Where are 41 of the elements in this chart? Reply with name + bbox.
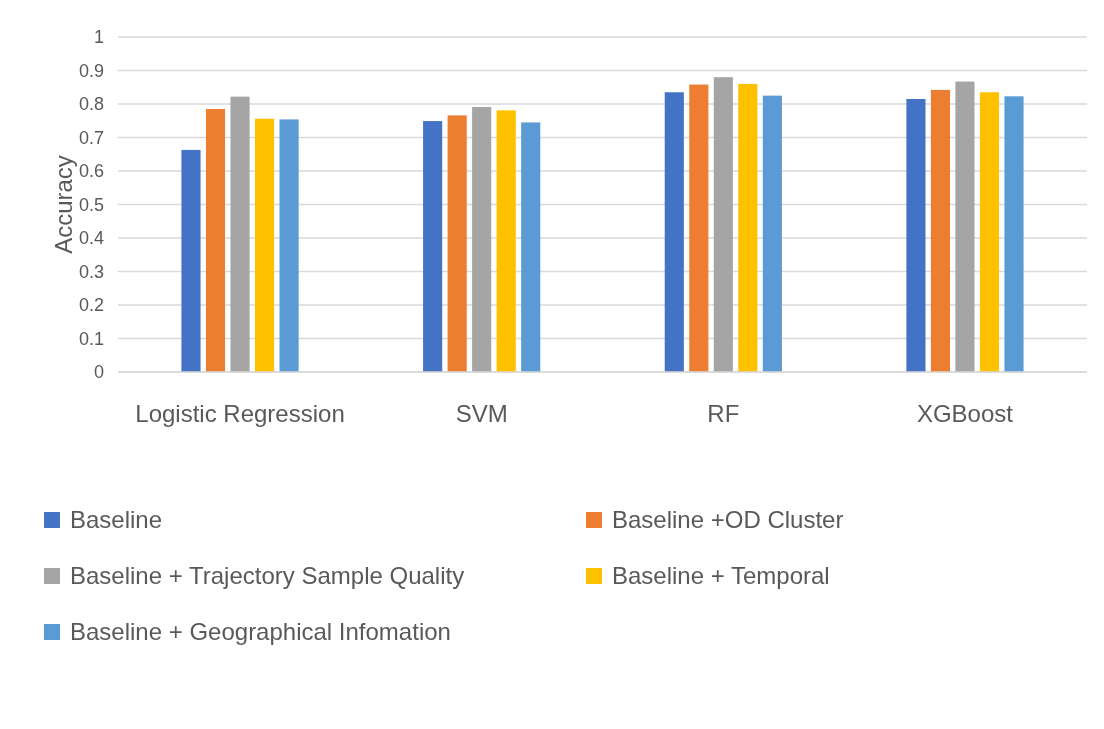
- legend-label: Baseline +OD Cluster: [612, 506, 844, 534]
- bar: [279, 119, 299, 372]
- bar: [664, 92, 684, 372]
- legend-label: Baseline + Geographical Infomation: [70, 618, 451, 646]
- bar: [955, 81, 975, 372]
- bar: [906, 98, 926, 372]
- bar: [930, 89, 951, 372]
- bar: [762, 95, 782, 372]
- y-tick-label: 1: [93, 27, 104, 48]
- y-tick-label: 0.5: [78, 194, 104, 215]
- bar: [689, 84, 709, 372]
- bar: [447, 115, 467, 372]
- x-tick-label: Logistic Regression: [135, 400, 345, 427]
- bar: [979, 92, 1000, 372]
- legend-label: Baseline: [70, 506, 163, 534]
- y-tick-label: 0.3: [78, 261, 104, 282]
- y-axis-title: Accuracy: [50, 155, 77, 254]
- x-tick-label: RF: [707, 400, 740, 427]
- bar: [181, 149, 201, 372]
- bar: [423, 121, 443, 372]
- y-tick-label: 0: [93, 362, 104, 383]
- legend-label: Baseline + Temporal: [612, 562, 830, 590]
- bar: [205, 109, 226, 372]
- bar: [713, 77, 733, 372]
- bar: [738, 83, 758, 372]
- y-tick-label: 0.6: [78, 161, 104, 182]
- y-tick-label: 0.2: [78, 295, 104, 316]
- bar: [496, 110, 516, 372]
- y-tick-label: 0.4: [78, 228, 104, 249]
- bar: [230, 96, 250, 372]
- x-tick-label: SVM: [455, 400, 508, 427]
- x-tick-label: XGBoost: [916, 400, 1014, 427]
- y-tick-label: 0.7: [78, 127, 104, 148]
- y-tick-label: 0.1: [78, 328, 104, 349]
- bar: [1004, 96, 1024, 372]
- bar: [472, 107, 492, 372]
- y-tick-label: 0.9: [78, 60, 104, 81]
- bar: [254, 118, 275, 372]
- legend-label: Baseline + Trajectory Sample Quality: [70, 562, 465, 590]
- y-tick-label: 0.8: [78, 94, 104, 115]
- bar: [521, 122, 541, 372]
